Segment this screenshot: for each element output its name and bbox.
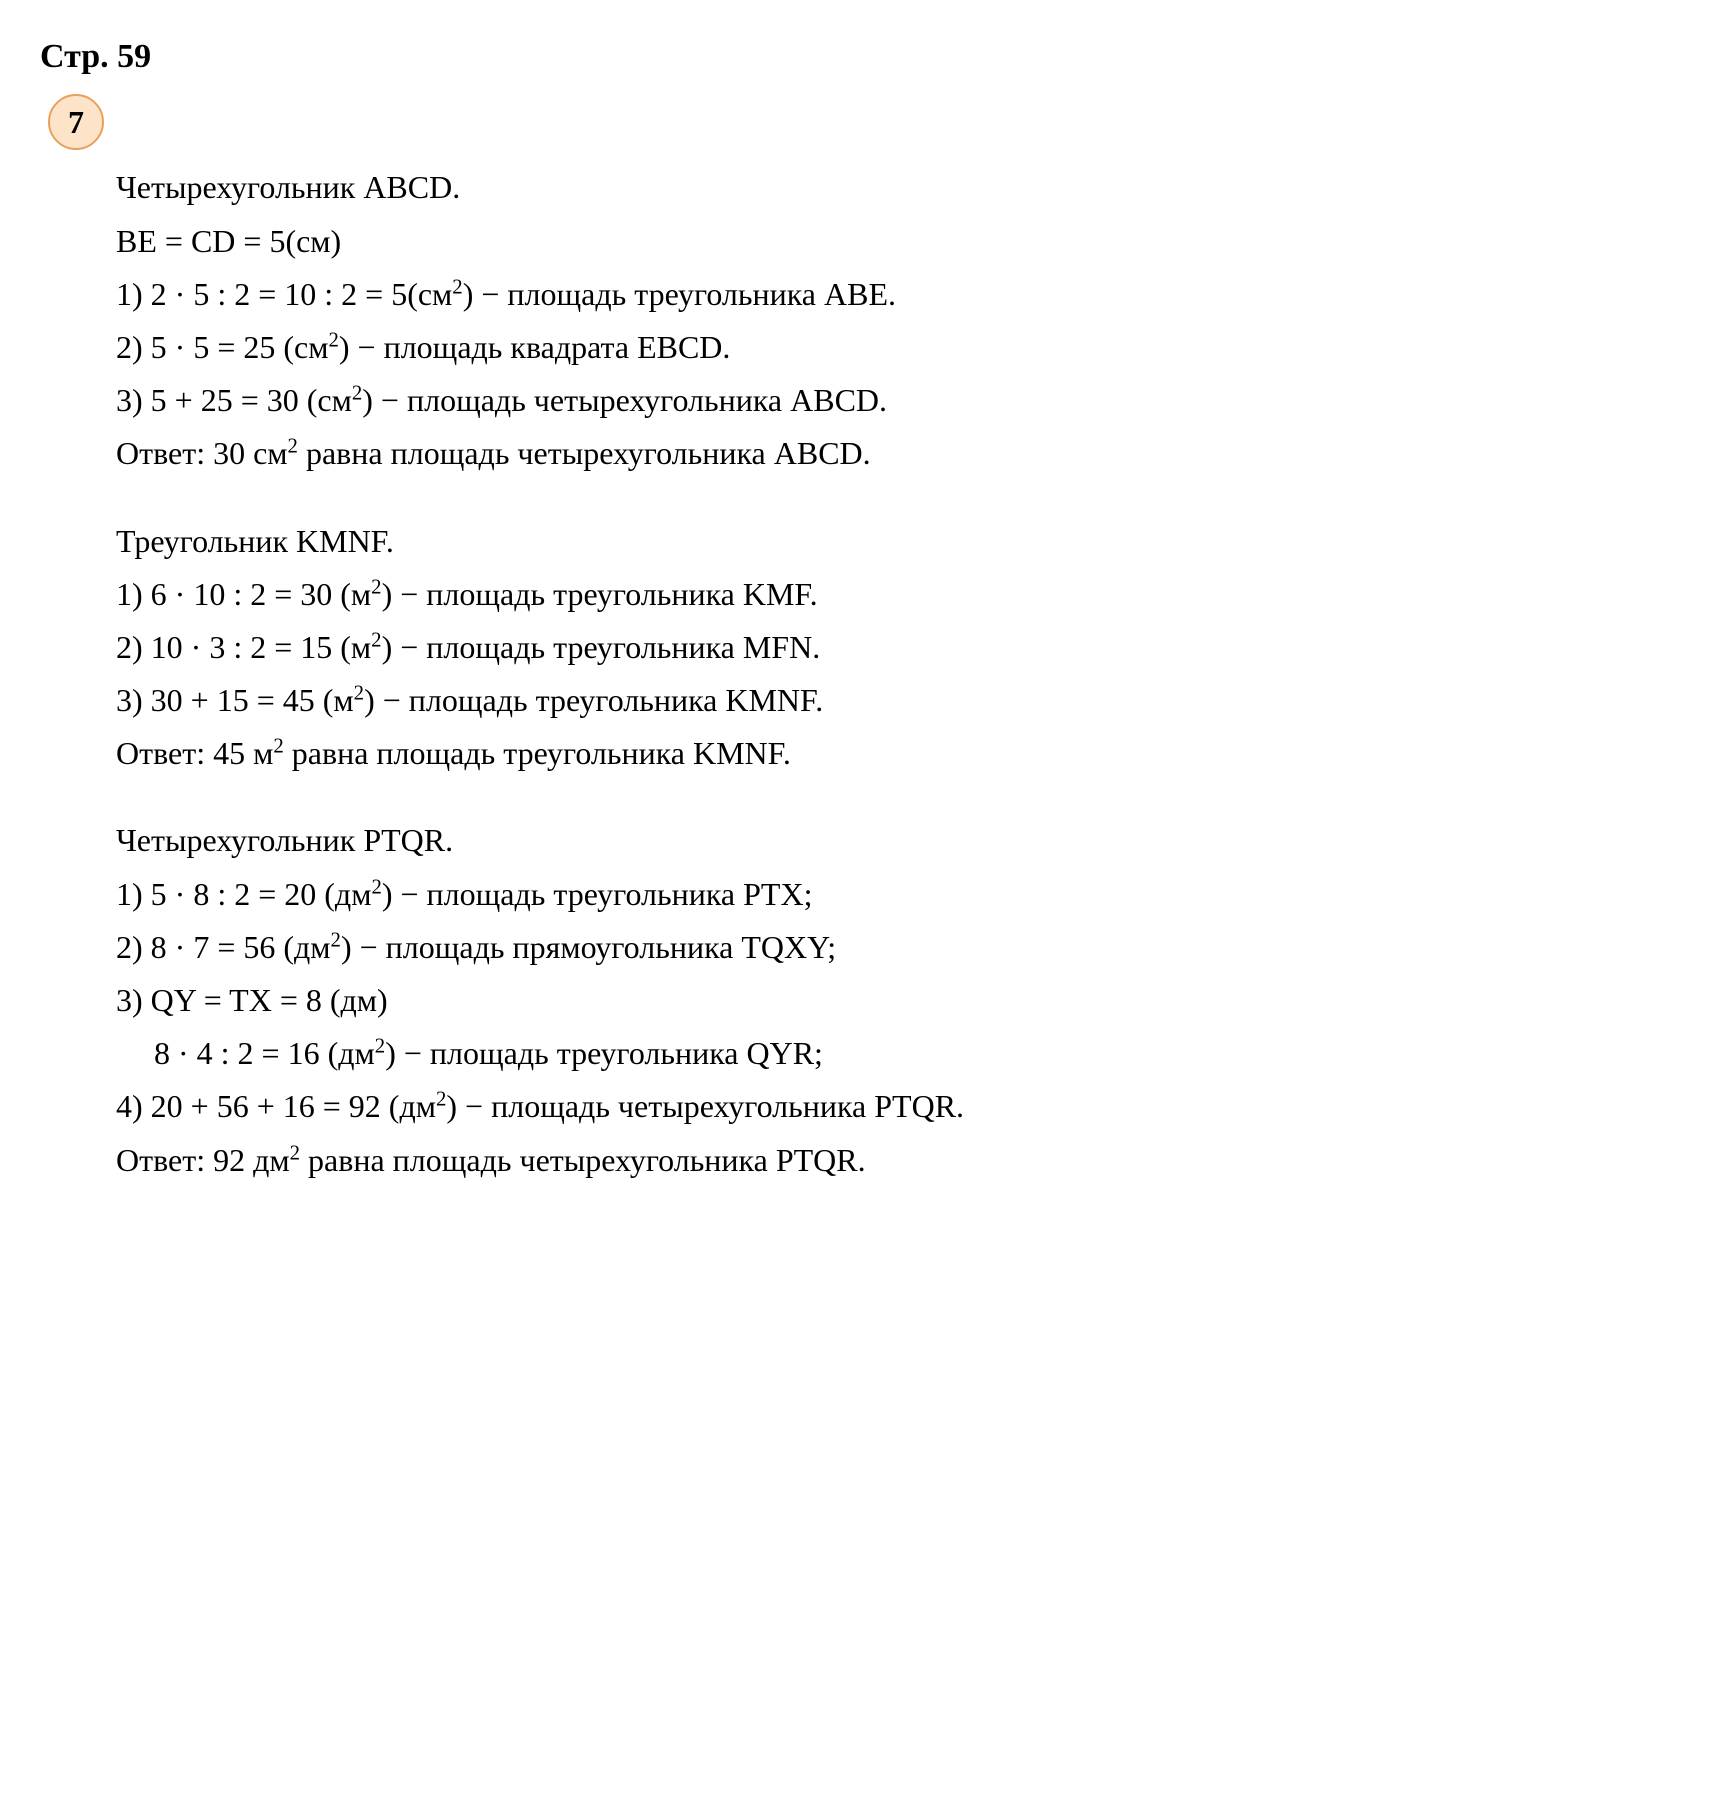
superscript: 2 (452, 275, 462, 298)
superscript: 2 (331, 928, 341, 951)
page-header: Стр. 59 (40, 30, 1677, 84)
answer-line: Ответ: 92 дм2 равна площадь четырехуголь… (116, 1135, 1677, 1186)
solution-line: 3) 5 + 25 = 30 (см2) − площадь четырехуг… (116, 375, 1677, 426)
block-title: Треугольник KMNF. (116, 516, 1677, 567)
solution-line: 3) QY = TX = 8 (дм) (116, 975, 1677, 1026)
superscript: 2 (290, 1141, 300, 1164)
superscript: 2 (436, 1088, 446, 1111)
solution-line: 8 · 4 : 2 = 16 (дм2) − площадь треугольн… (116, 1028, 1677, 1079)
superscript: 2 (375, 1035, 385, 1058)
solution-line: 4) 20 + 56 + 16 = 92 (дм2) − площадь чет… (116, 1081, 1677, 1132)
solution-block: Четырехугольник PTQR.1) 5 · 8 : 2 = 20 (… (116, 815, 1677, 1185)
block-title: Четырехугольник PTQR. (116, 815, 1677, 866)
solution-block: Треугольник KMNF.1) 6 · 10 : 2 = 30 (м2)… (116, 516, 1677, 780)
superscript: 2 (328, 328, 338, 351)
superscript: 2 (352, 381, 362, 404)
solution-line: 2) 8 · 7 = 56 (дм2) − площадь прямоуголь… (116, 922, 1677, 973)
answer-line: Ответ: 45 м2 равна площадь треугольника … (116, 728, 1677, 779)
solution-line: BE = CD = 5(см) (116, 216, 1677, 267)
solution-line: 1) 6 · 10 : 2 = 30 (м2) − площадь треуго… (116, 569, 1677, 620)
solution-line: 1) 5 · 8 : 2 = 20 (дм2) − площадь треуго… (116, 869, 1677, 920)
answer-line: Ответ: 30 см2 равна площадь четырехуголь… (116, 428, 1677, 479)
solution-line: 1) 2 · 5 : 2 = 10 : 2 = 5(см2) − площадь… (116, 269, 1677, 320)
superscript: 2 (371, 875, 381, 898)
solution-block: Четырехугольник ABCD.BE = CD = 5(см)1) 2… (116, 162, 1677, 479)
solution-line: 2) 10 · 3 : 2 = 15 (м2) − площадь треуго… (116, 622, 1677, 673)
superscript: 2 (288, 435, 298, 458)
problem-number-badge: 7 (48, 94, 104, 150)
solution-line: 2) 5 · 5 = 25 (см2) − площадь квадрата E… (116, 322, 1677, 373)
superscript: 2 (354, 681, 364, 704)
superscript: 2 (273, 735, 283, 758)
superscript: 2 (371, 575, 381, 598)
content-area: Четырехугольник ABCD.BE = CD = 5(см)1) 2… (40, 162, 1677, 1185)
block-title: Четырехугольник ABCD. (116, 162, 1677, 213)
superscript: 2 (371, 628, 381, 651)
solution-line: 3) 30 + 15 = 45 (м2) − площадь треугольн… (116, 675, 1677, 726)
